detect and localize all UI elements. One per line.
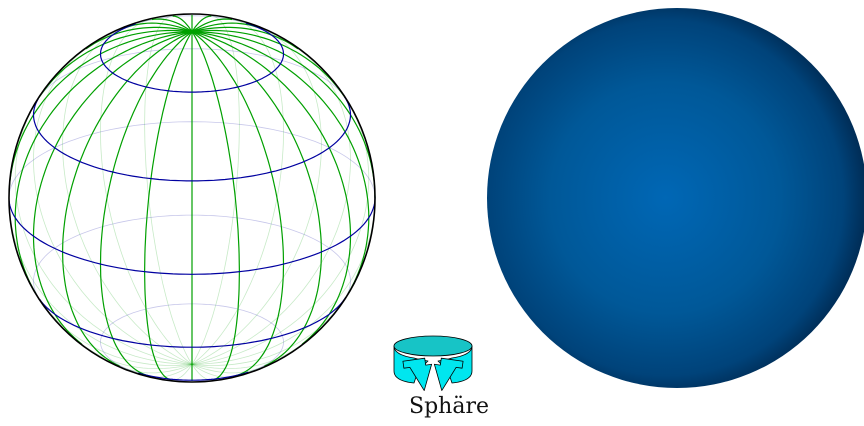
- parallel-line: [192, 296, 347, 348]
- meridian-line: [33, 48, 193, 365]
- meridian-line: [144, 15, 193, 365]
- rotate-arrow-left: [402, 357, 433, 391]
- meridian-line: [32, 31, 193, 345]
- meridian-line: [100, 19, 193, 365]
- meridian-line: [191, 31, 285, 377]
- meridian-line: [119, 363, 193, 374]
- parallel-line: [33, 214, 351, 300]
- meridian-line: [62, 27, 193, 365]
- wireframe-sphere: [8, 13, 376, 383]
- meridian-line: [143, 31, 193, 381]
- caption: Sphäre: [409, 394, 489, 419]
- meridian-line: [191, 26, 299, 50]
- meridian-line: [191, 31, 370, 294]
- meridian-line: [191, 48, 351, 365]
- meridian-line: [14, 31, 193, 294]
- rotate-icon-top: [393, 335, 473, 357]
- parallel-line: [32, 98, 192, 182]
- parallel-line: [99, 23, 192, 93]
- meridian-line: [35, 293, 193, 366]
- shaded-sphere: [487, 8, 864, 388]
- meridian-line: [191, 31, 352, 345]
- parallel-line: [192, 22, 285, 93]
- parallel-line: [39, 299, 192, 348]
- parallel-line: [8, 200, 193, 275]
- parallel-line: [138, 372, 192, 381]
- meridian-line: [81, 343, 193, 370]
- meridian-line: [85, 26, 193, 50]
- meridian-line: [191, 343, 303, 370]
- meridian-line: [191, 15, 212, 33]
- rotate-arrow-right: [433, 357, 464, 391]
- meridian-line: [151, 18, 193, 33]
- meridian-line: [8, 192, 193, 365]
- parallel-line: [8, 121, 376, 201]
- meridian-line: [14, 97, 193, 365]
- meridian-line: [61, 31, 193, 367]
- parallel-line: [192, 371, 249, 381]
- parallel-line: [37, 48, 345, 100]
- meridian-line: [191, 31, 323, 367]
- parallel-line: [192, 96, 352, 182]
- meridian-line: [8, 31, 193, 193]
- meridian-line: [191, 97, 370, 365]
- meridian-line: [191, 15, 240, 365]
- meridian-line: [123, 22, 193, 33]
- wireframe-front-lines: [8, 15, 376, 381]
- meridian-line: [191, 363, 265, 374]
- meridian-line: [191, 31, 376, 199]
- meridian-line: [191, 18, 233, 33]
- parallel-line: [100, 303, 284, 374]
- meridian-line: [191, 22, 261, 33]
- parallel-line: [191, 195, 376, 275]
- meridian-line: [191, 27, 322, 365]
- meridian-line: [99, 31, 193, 377]
- meridian-line: [191, 19, 284, 365]
- meridian-line: [191, 197, 376, 365]
- rotate-icon[interactable]: [393, 335, 473, 393]
- meridian-line: [172, 15, 193, 33]
- sphere-outline: [8, 13, 376, 383]
- meridian-line: [191, 293, 349, 366]
- meridian-line: [191, 31, 241, 381]
